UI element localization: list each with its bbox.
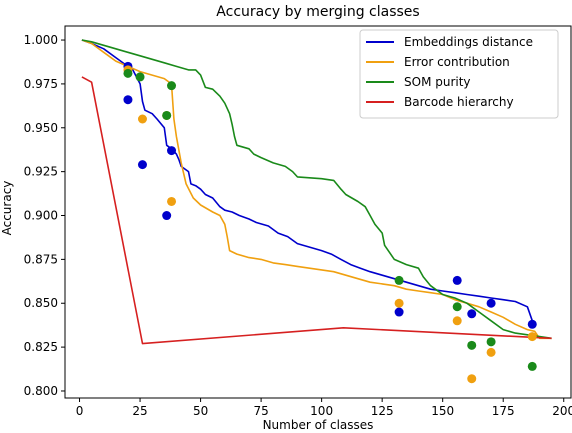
x-tick-label: 100 — [310, 404, 333, 418]
scatter-point — [162, 211, 172, 221]
scatter-point — [452, 302, 462, 312]
scatter-point — [486, 347, 496, 357]
y-tick-label: 0.825 — [24, 340, 58, 354]
scatter-point — [167, 196, 177, 206]
scatter-point — [486, 337, 496, 347]
scatter-point — [467, 340, 477, 350]
scatter-point — [452, 316, 462, 326]
axis-ticks: 0 25 50 75 100 125 150 175 200 0.800 0.825 0.850 0.8… — [24, 33, 572, 418]
x-tick-label: 150 — [431, 404, 454, 418]
scatter-point — [527, 361, 537, 371]
legend-label: SOM purity — [404, 75, 471, 89]
scatter-point — [527, 319, 537, 329]
scatter-point — [394, 275, 404, 285]
y-tick-label: 0.950 — [24, 121, 58, 135]
legend: Embeddings distance Error contribution SOM… — [359, 29, 559, 119]
y-tick-label: 1.000 — [24, 33, 58, 47]
y-tick-label: 0.975 — [24, 77, 58, 91]
y-tick-label: 0.875 — [24, 252, 58, 266]
x-tick-label: 75 — [253, 404, 268, 418]
scatter-point — [394, 307, 404, 317]
scatter-point — [467, 374, 477, 384]
x-tick-label: 125 — [371, 404, 394, 418]
x-axis-label: Number of classes — [263, 418, 374, 432]
series-line-som-purity — [81, 39, 552, 340]
x-tick-label: 50 — [193, 404, 208, 418]
scatter-point — [137, 160, 147, 170]
scatter-point — [162, 110, 172, 120]
x-tick-label: 200 — [552, 404, 572, 418]
plot-frame — [64, 25, 572, 399]
scatter-point — [167, 81, 177, 91]
series-line-barcode-hierarchy — [81, 76, 552, 345]
scatter-point — [123, 95, 133, 105]
scatter-point — [167, 146, 177, 156]
x-tick-label: 0 — [76, 404, 84, 418]
scatter-point — [467, 309, 477, 319]
scatter-point — [137, 114, 147, 124]
legend-label: Barcode hierarchy — [404, 95, 514, 109]
series-line-embeddings-distance — [81, 39, 534, 322]
y-tick-label: 0.850 — [24, 296, 58, 310]
scatter-point — [123, 68, 133, 78]
x-tick-label: 25 — [132, 404, 147, 418]
legend-label: Error contribution — [404, 55, 510, 69]
y-axis-label: Accuracy — [0, 181, 14, 236]
legend-box — [359, 29, 559, 119]
scatter-point — [135, 72, 145, 82]
scatter-point — [486, 298, 496, 308]
y-tick-label: 0.900 — [24, 209, 58, 223]
chart-title: Accuracy by merging classes — [216, 4, 419, 20]
scatter-point — [452, 275, 462, 285]
scatter-point — [527, 332, 537, 342]
y-tick-label: 0.925 — [24, 165, 58, 179]
x-tick-label: 175 — [492, 404, 515, 418]
scatter-point — [394, 298, 404, 308]
y-tick-label: 0.800 — [24, 384, 58, 398]
plot-area — [64, 25, 572, 399]
legend-label: Embeddings distance — [404, 35, 533, 49]
